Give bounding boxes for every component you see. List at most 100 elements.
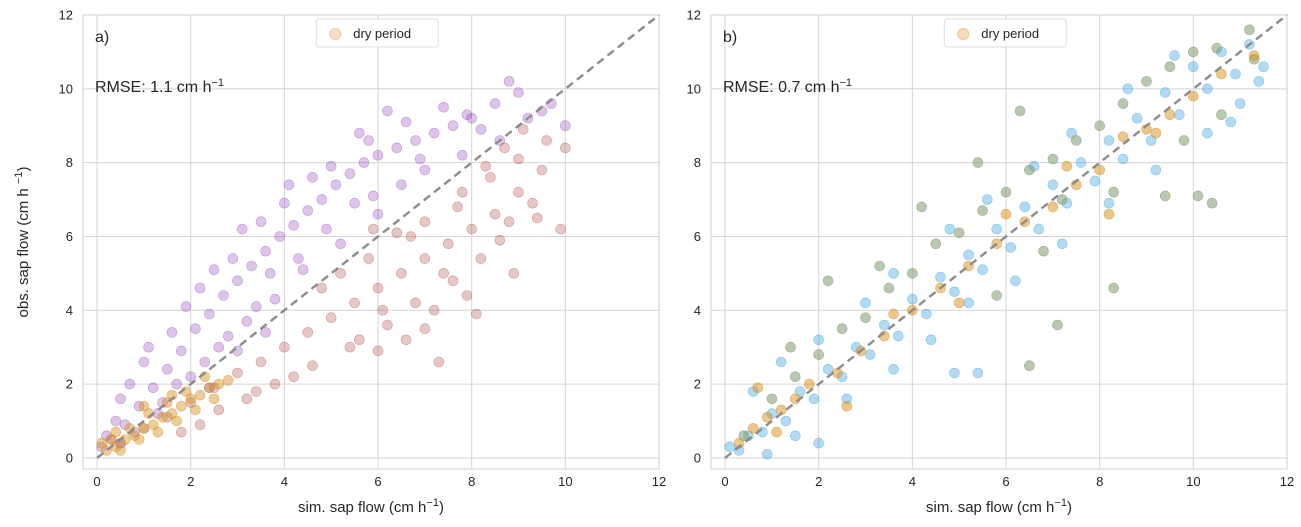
- data-point: [194, 419, 206, 431]
- x-tick-label: 12: [652, 474, 666, 489]
- y-tick-label: 12: [687, 8, 701, 23]
- data-point: [335, 238, 346, 250]
- data-point: [1188, 61, 1199, 72]
- data-point: [1056, 194, 1068, 205]
- data-point: [1225, 116, 1237, 128]
- data-point: [208, 264, 220, 276]
- series-2: [738, 24, 1260, 442]
- data-point: [208, 393, 220, 405]
- data-point: [190, 323, 201, 335]
- data-point: [1258, 61, 1269, 72]
- data-point: [1230, 68, 1241, 80]
- data-point: [138, 400, 150, 412]
- data-point: [325, 312, 337, 324]
- data-point: [559, 142, 571, 154]
- data-point: [494, 234, 506, 246]
- data-point: [963, 297, 974, 309]
- y-tick-label: 2: [66, 377, 73, 392]
- data-point: [372, 150, 384, 161]
- data-point: [382, 319, 393, 331]
- data-point: [133, 434, 145, 445]
- y-axis-label: obs. sap flow (cm h −1): [13, 167, 32, 318]
- data-point: [991, 223, 1003, 235]
- y-tick-label: 10: [59, 81, 73, 96]
- data-point: [194, 389, 206, 401]
- data-point: [246, 260, 257, 272]
- data-point: [480, 161, 492, 172]
- data-point: [353, 127, 365, 139]
- data-point: [1164, 109, 1176, 120]
- data-point: [1169, 50, 1180, 61]
- data-point: [977, 264, 988, 276]
- data-point: [883, 282, 895, 294]
- panel-label: a): [95, 29, 109, 46]
- data-point: [907, 268, 918, 279]
- data-point: [1038, 245, 1049, 257]
- data-point: [269, 293, 281, 305]
- y-tick-label: 6: [66, 229, 73, 244]
- data-point: [972, 157, 984, 168]
- data-point: [1033, 223, 1045, 235]
- data-point: [1061, 161, 1073, 172]
- data-point: [1071, 135, 1082, 146]
- data-point: [307, 172, 318, 183]
- x-axis-label: sim. sap flow (cm h−1): [298, 497, 444, 516]
- data-point: [162, 363, 173, 375]
- data-point: [907, 293, 918, 305]
- data-point: [405, 231, 417, 242]
- data-point: [892, 330, 904, 342]
- data-point: [789, 430, 801, 442]
- data-point: [419, 323, 431, 335]
- data-point: [157, 411, 168, 423]
- data-point: [288, 220, 300, 231]
- legend: dry period: [943, 18, 1067, 48]
- data-point: [96, 437, 107, 449]
- data-point: [1117, 153, 1129, 165]
- data-point: [1019, 201, 1031, 213]
- data-point: [419, 253, 431, 264]
- legend-label: dry period: [981, 26, 1039, 41]
- series-1: [724, 39, 1269, 460]
- data-point: [949, 286, 960, 298]
- data-point: [147, 382, 159, 394]
- x-tick-label: 0: [93, 474, 100, 489]
- y-tick-label: 12: [59, 8, 73, 23]
- data-point: [241, 316, 253, 327]
- data-point: [1047, 201, 1059, 213]
- data-point: [363, 253, 375, 264]
- data-point: [766, 393, 778, 405]
- data-point: [218, 290, 229, 301]
- data-point: [921, 308, 932, 320]
- data-point: [419, 216, 431, 227]
- data-point: [471, 308, 482, 320]
- data-point: [279, 197, 290, 209]
- data-point: [330, 179, 342, 191]
- x-tick-label: 4: [281, 474, 288, 489]
- rmse-annotation: RMSE: 1.1 cm h−1: [95, 77, 224, 96]
- data-point: [541, 135, 552, 146]
- data-point: [372, 209, 384, 220]
- y-tick-label: 10: [687, 81, 701, 96]
- data-point: [1216, 109, 1227, 120]
- legend-marker: [957, 28, 970, 40]
- data-point: [485, 172, 496, 183]
- data-point: [559, 120, 571, 131]
- data-point: [264, 268, 276, 279]
- data-point: [185, 371, 196, 383]
- data-point: [461, 109, 473, 120]
- data-point: [1052, 319, 1063, 331]
- rmse-annotation: RMSE: 0.7 cm h−1: [723, 77, 852, 96]
- data-point: [410, 297, 421, 309]
- data-point: [367, 223, 379, 235]
- data-point: [953, 227, 965, 239]
- data-point: [363, 135, 375, 146]
- y-tick-label: 8: [66, 155, 73, 170]
- data-point: [344, 168, 356, 179]
- data-point: [531, 212, 543, 224]
- data-point: [213, 378, 225, 390]
- data-point: [344, 341, 356, 353]
- data-point: [1178, 135, 1190, 146]
- legend-marker: [329, 28, 342, 40]
- data-point: [503, 76, 515, 87]
